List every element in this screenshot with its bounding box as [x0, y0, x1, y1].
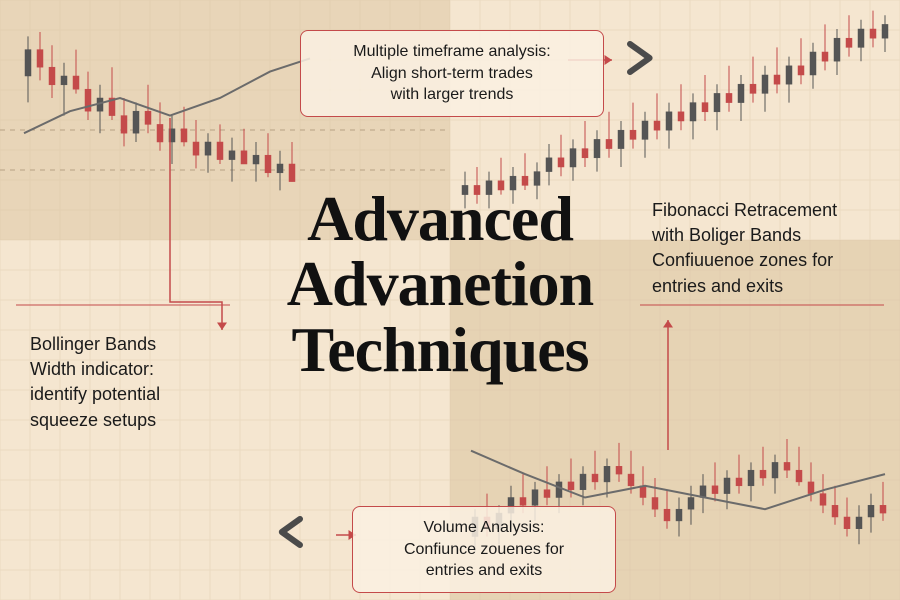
callout-left: Bollinger Bands Width indicator: identif… — [30, 332, 220, 433]
title-line-0: Advanced — [210, 186, 670, 251]
title-line-1: Advanetion — [210, 251, 670, 316]
callout-right: Fibonacci Retracement with Boliger Bands… — [652, 198, 882, 299]
callout-top: Multiple timeframe analysis: Align short… — [300, 30, 604, 117]
callout-bottom: Volume Analysis: Confiunce zouenes for e… — [352, 506, 616, 593]
main-title: AdvancedAdvanetionTechniques — [210, 186, 670, 382]
title-line-2: Techniques — [210, 317, 670, 382]
